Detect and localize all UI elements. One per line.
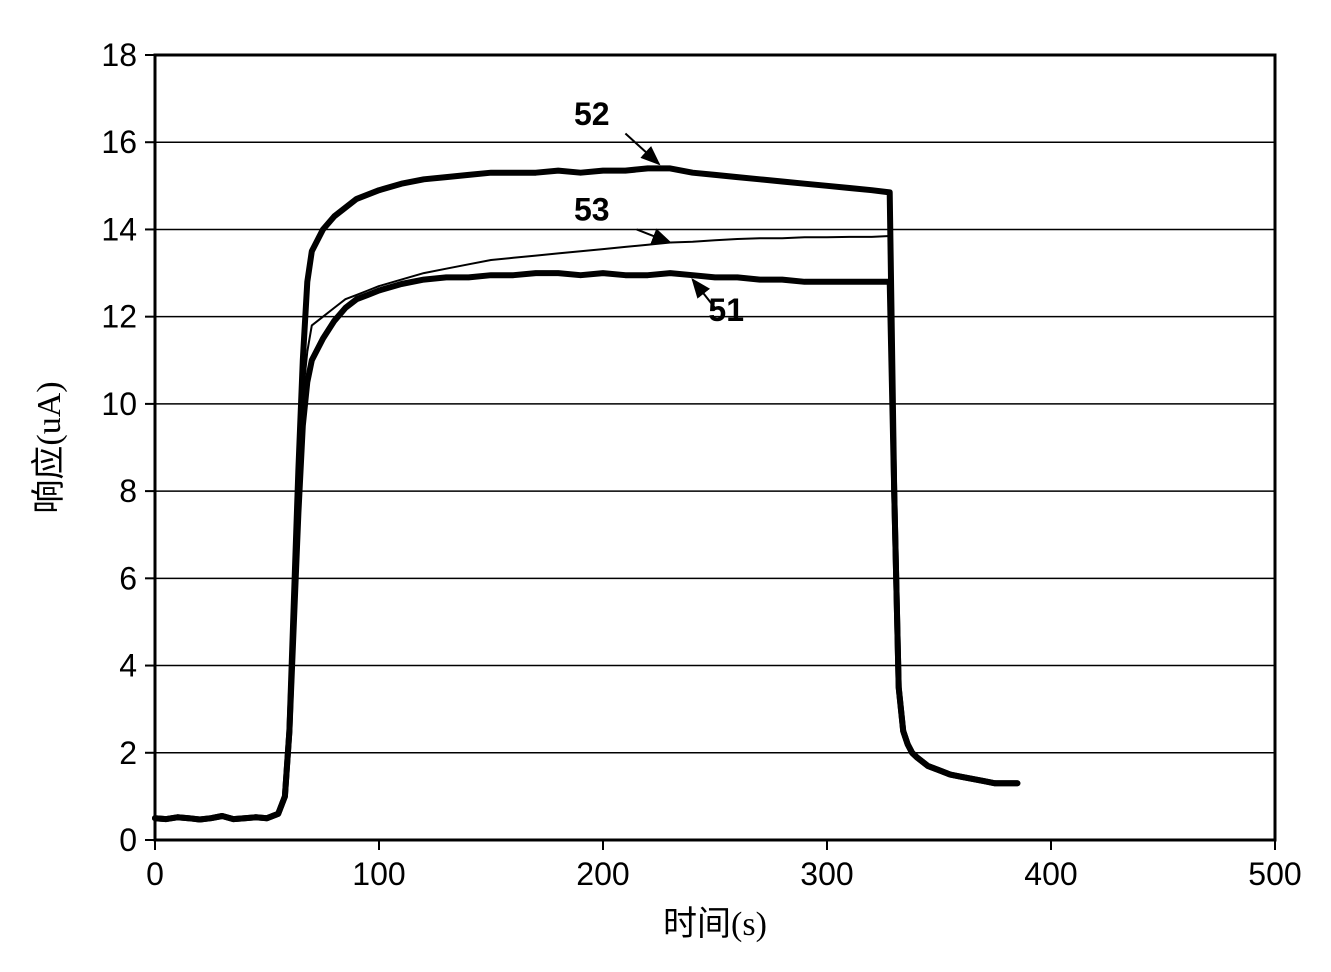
y-axis-label: 响应(uA) bbox=[30, 381, 68, 513]
x-tick-label: 400 bbox=[1024, 856, 1077, 892]
x-tick-label: 500 bbox=[1248, 856, 1301, 892]
annotation-arrow-52 bbox=[625, 134, 659, 165]
y-tick-label: 10 bbox=[101, 386, 137, 422]
annotation-arrow-53 bbox=[637, 229, 671, 242]
annotation-52: 52 bbox=[574, 96, 610, 132]
y-tick-label: 8 bbox=[119, 473, 137, 509]
annotation-51: 51 bbox=[708, 292, 744, 328]
x-tick-label: 100 bbox=[352, 856, 405, 892]
response-time-chart: 0 100 200 300 400 500 0 2 4 6 8 10 12 14 16 18 时间(s) 响应(u… bbox=[20, 20, 1310, 950]
chart-svg: 0 100 200 300 400 500 0 2 4 6 8 10 12 14 16 18 时间(s) 响应(u… bbox=[20, 20, 1310, 950]
y-tick-label: 12 bbox=[101, 299, 137, 335]
series-52 bbox=[155, 168, 1017, 819]
y-tick-label: 6 bbox=[119, 560, 137, 596]
y-tick-label: 4 bbox=[119, 648, 137, 684]
x-axis-label: 时间(s) bbox=[663, 906, 767, 943]
series-51 bbox=[155, 273, 1017, 819]
y-tick-label: 2 bbox=[119, 735, 137, 771]
x-tick-label: 300 bbox=[800, 856, 853, 892]
y-tick-label: 0 bbox=[119, 822, 137, 858]
annotation-53: 53 bbox=[574, 192, 610, 228]
y-tick-label: 18 bbox=[101, 37, 137, 73]
x-tick-label: 200 bbox=[576, 856, 629, 892]
x-tick-label: 0 bbox=[146, 856, 164, 892]
y-tick-label: 16 bbox=[101, 124, 137, 160]
y-tick-label: 14 bbox=[101, 211, 137, 247]
